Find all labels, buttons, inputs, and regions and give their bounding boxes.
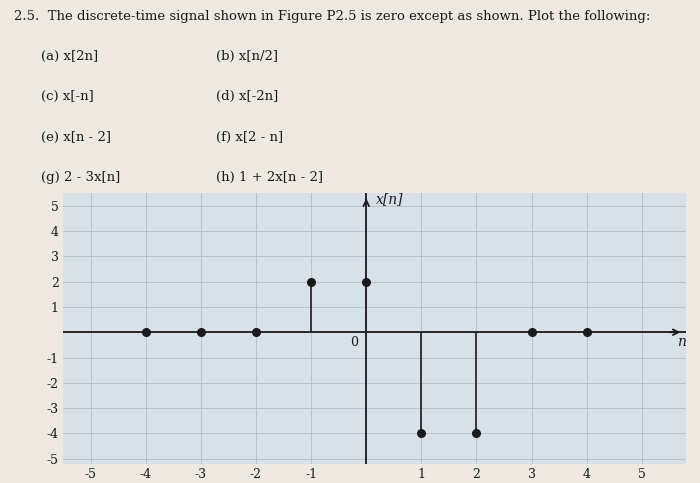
Text: 2.5.  The discrete-time signal shown in Figure P2.5 is zero except as shown. Plo: 2.5. The discrete-time signal shown in F… (14, 10, 650, 23)
Text: 0: 0 (350, 336, 358, 349)
Text: (c) x[-n]: (c) x[-n] (41, 90, 94, 103)
Text: (h) 1 + 2x[n - 2]: (h) 1 + 2x[n - 2] (216, 171, 323, 184)
Text: (g) 2 - 3x[n]: (g) 2 - 3x[n] (41, 171, 120, 184)
Text: (a) x[2n]: (a) x[2n] (41, 50, 98, 63)
Text: (f) x[2 - n]: (f) x[2 - n] (216, 131, 283, 144)
Text: x[n]: x[n] (376, 193, 404, 207)
Text: (d) x[-2n]: (d) x[-2n] (216, 90, 278, 103)
Text: (e) x[n - 2]: (e) x[n - 2] (41, 131, 111, 144)
Text: (b) x[n/2]: (b) x[n/2] (216, 50, 278, 63)
Text: n: n (677, 335, 686, 349)
